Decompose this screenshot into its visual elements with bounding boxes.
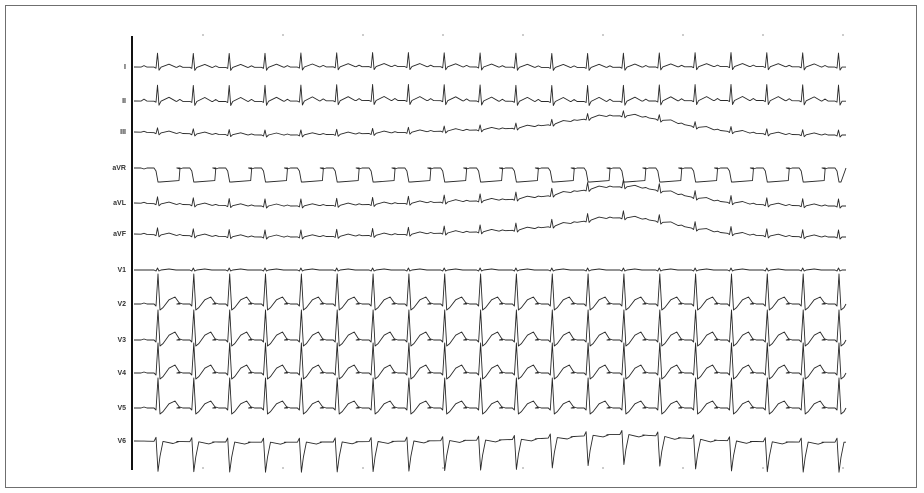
lead-trace-v4 (134, 342, 847, 380)
ecg-lead-traces (133, 52, 847, 473)
lead-label-avl: aVL (113, 200, 127, 207)
lead-trace-i (133, 52, 846, 71)
lead-label-avr: aVR (112, 165, 126, 172)
lead-label-v2: V2 (117, 301, 126, 308)
lead-label-v3: V3 (117, 337, 126, 344)
lead-label-i: I (124, 64, 126, 71)
ecg-bottom-ticks (202, 467, 844, 469)
lead-trace-v1 (134, 267, 846, 272)
lead-trace-iii (133, 110, 846, 138)
lead-trace-v5 (134, 377, 847, 415)
lead-label-ii: II (122, 98, 126, 105)
lead-trace-ii (133, 84, 846, 106)
lead-trace-avr (134, 167, 847, 183)
lead-trace-avl (133, 179, 846, 209)
lead-label-v6: V6 (117, 438, 126, 445)
ecg-frame (5, 5, 917, 488)
lead-label-avf: aVF (113, 231, 127, 238)
lead-trace-v6 (133, 430, 846, 473)
lead-label-v4: V4 (117, 370, 126, 377)
lead-trace-v3 (134, 309, 847, 347)
lead-label-iii: III (120, 129, 126, 136)
lead-label-v1: V1 (117, 267, 126, 274)
ecg-top-ticks (202, 34, 844, 36)
lead-trace-avf (133, 210, 846, 240)
lead-trace-v2 (134, 273, 847, 311)
lead-label-v5: V5 (117, 405, 126, 412)
